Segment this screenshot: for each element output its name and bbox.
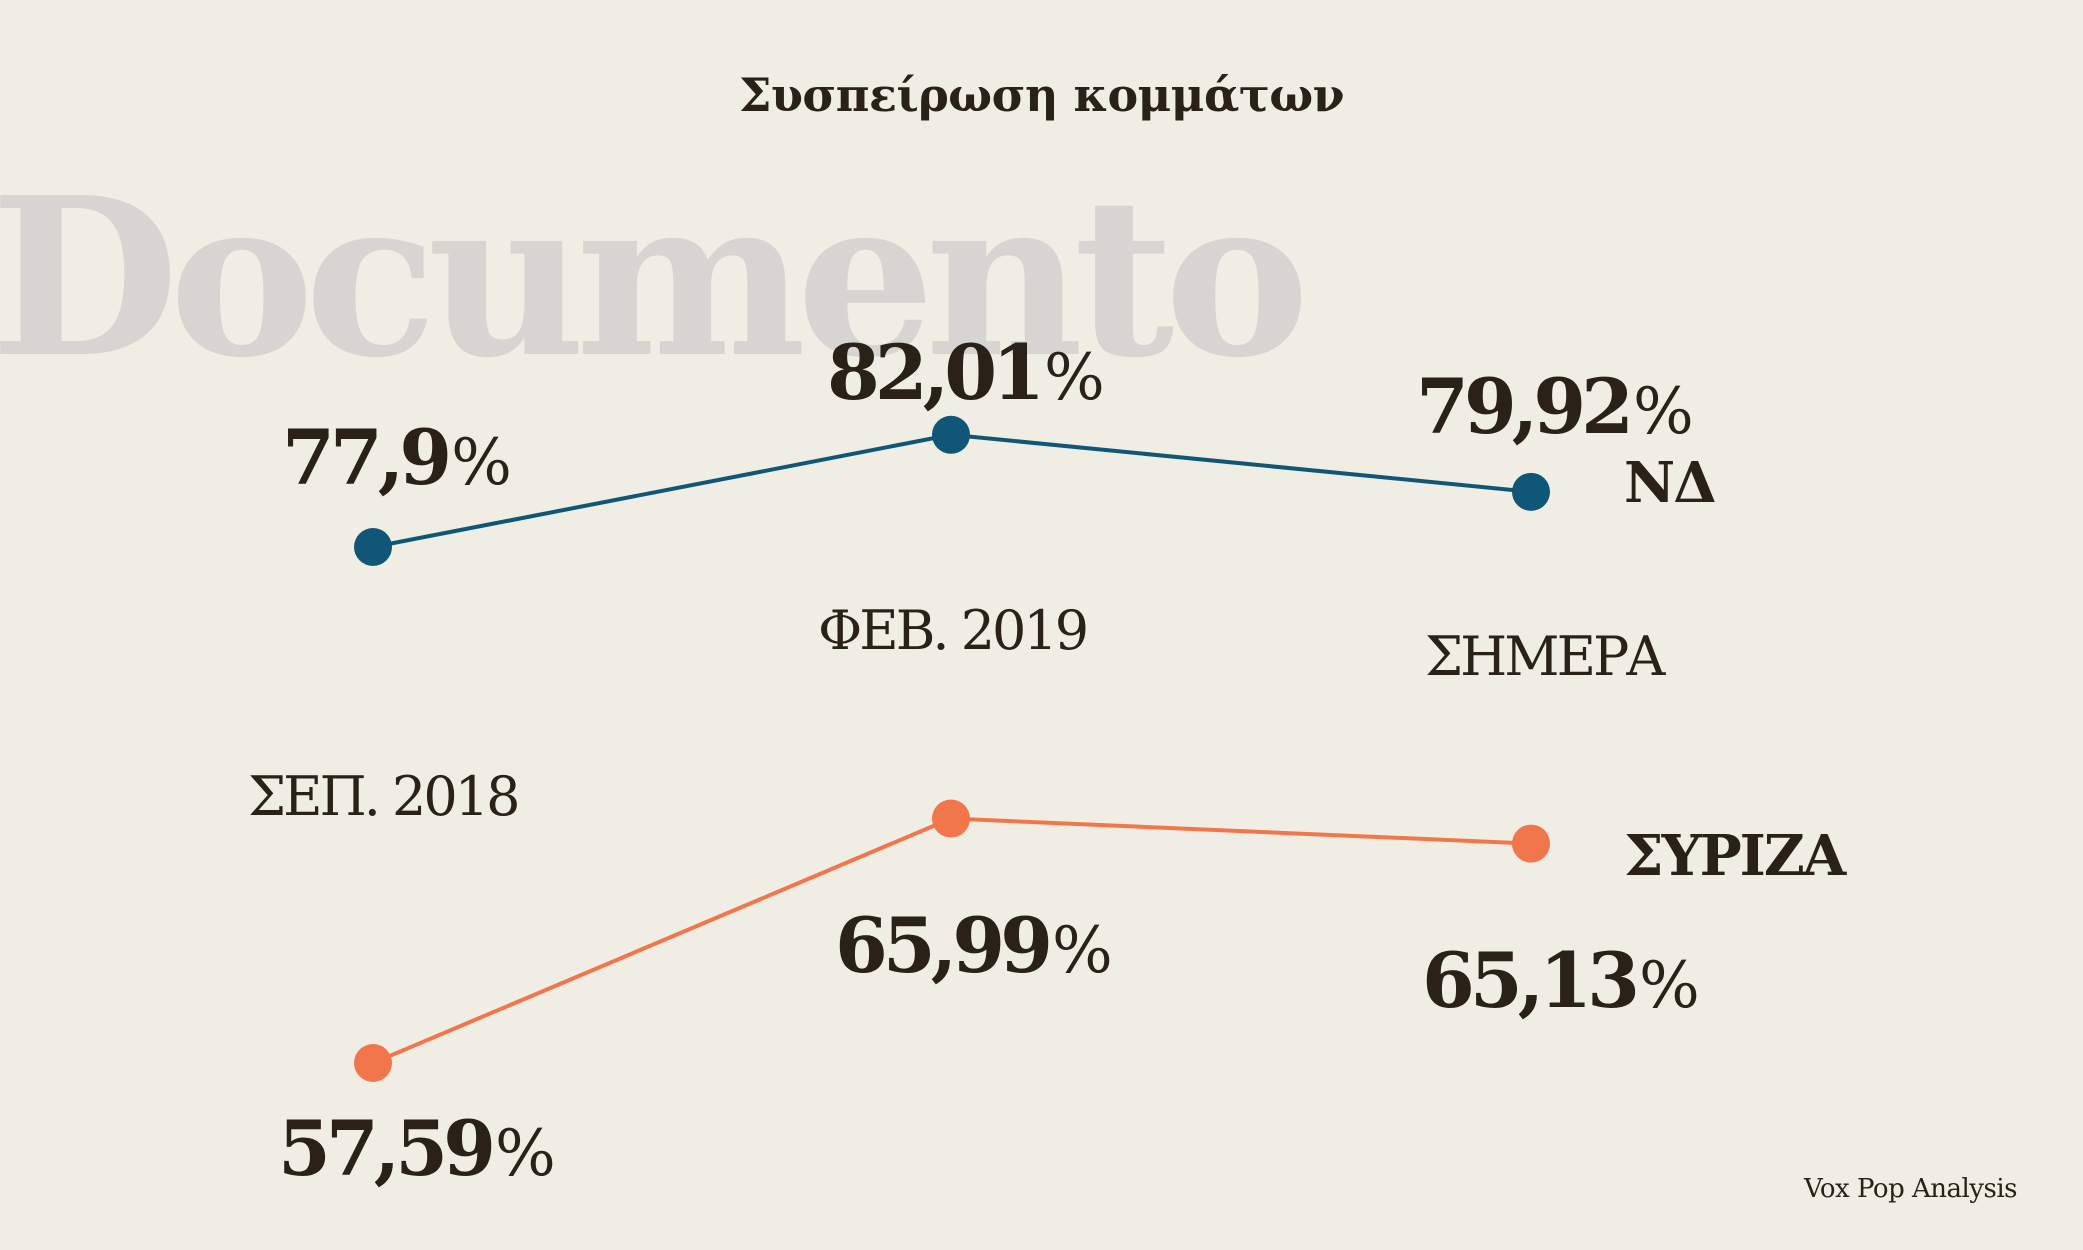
series-label-nd: ΝΔ	[1624, 450, 1717, 516]
period-label-today: ΣΗΜΕΡΑ	[1425, 625, 1665, 688]
chart-title: Συσπείρωση κομμάτων	[738, 68, 1345, 122]
data-label-syriza-feb-2019: 65,99%	[835, 908, 1113, 984]
percent-unit: %	[451, 426, 512, 500]
percent-unit: %	[494, 1117, 556, 1191]
percent-unit: %	[1051, 914, 1113, 988]
series-label-syriza: ΣΥΡΙΖΑ	[1624, 823, 1846, 889]
data-label-nd-sep-2018: 77,9%	[282, 420, 512, 496]
data-label-nd-today: 79,92%	[1416, 369, 1694, 445]
data-point-0-1	[932, 415, 970, 454]
data-label-syriza-sep-2018-value: 57,59	[278, 1104, 496, 1193]
data-label-nd-sep-2018-value: 77,9	[282, 413, 452, 502]
period-label-feb-2019: ΦΕΒ. 2019	[818, 599, 1089, 662]
data-label-nd-feb-2019: 82,01%	[827, 335, 1105, 411]
data-label-syriza-today: 65,13%	[1422, 943, 1700, 1019]
percent-unit: %	[1638, 949, 1700, 1023]
data-label-nd-feb-2019-value: 82,01	[827, 328, 1045, 417]
period-label-sep-2018: ΣΕΠ. 2018	[248, 765, 520, 828]
data-point-1-2	[1512, 824, 1550, 863]
percent-unit: %	[1632, 375, 1694, 449]
source-credit: Vox Pop Analysis	[1804, 1174, 2018, 1204]
data-point-1-1	[932, 799, 970, 838]
data-label-nd-today-value: 79,92	[1416, 362, 1634, 451]
data-label-syriza-feb-2019-value: 65,99	[835, 901, 1053, 990]
data-label-syriza-sep-2018: 57,59%	[278, 1111, 556, 1187]
data-point-0-2	[1512, 472, 1550, 511]
watermark-logo: Documento	[0, 150, 1310, 406]
percent-unit: %	[1043, 341, 1105, 415]
data-label-syriza-today-value: 65,13	[1422, 936, 1640, 1025]
data-point-0-0	[354, 528, 392, 566]
data-point-1-0	[354, 1044, 392, 1082]
